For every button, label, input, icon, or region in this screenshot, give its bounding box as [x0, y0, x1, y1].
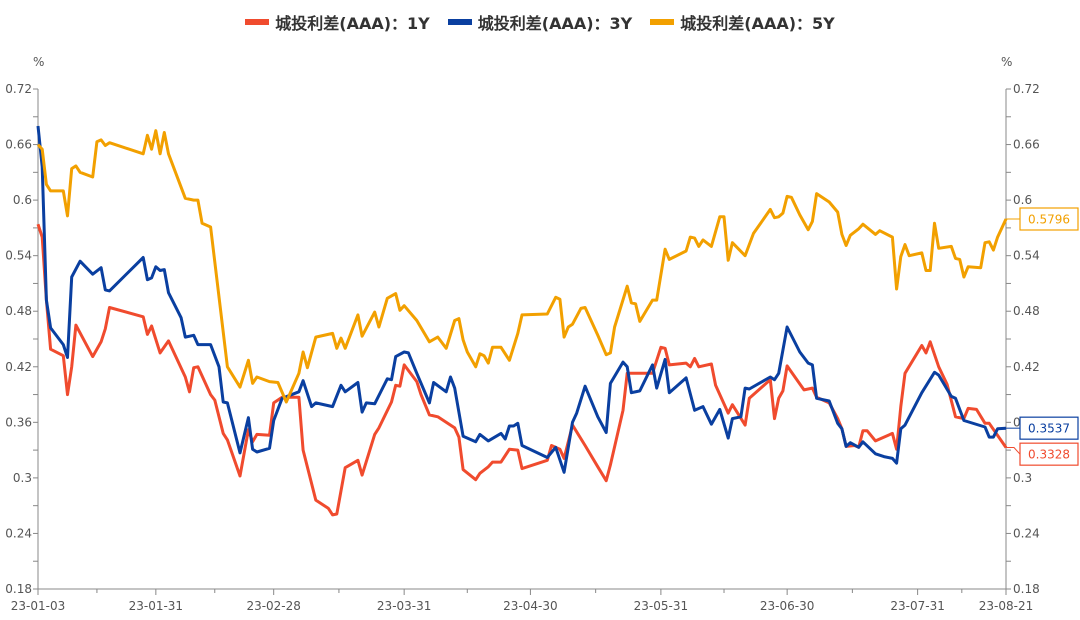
right-y-tick-label: 0.42 — [1013, 360, 1040, 374]
left-y-tick-label: 0.18 — [5, 582, 32, 596]
right-y-tick-label: 0.3 — [1013, 471, 1032, 485]
legend-label-1y: 城投利差(AAA)：1Y — [275, 14, 430, 33]
x-tick-label: 23-05-31 — [634, 599, 688, 613]
end-label-box — [1019, 416, 1079, 440]
chart-legend: 城投利差(AAA)：1Y 城投利差(AAA)：3Y 城投利差(AAA)：5Y — [0, 10, 1080, 34]
x-tick-label: 23-01-31 — [129, 599, 183, 613]
series-line-2 — [36, 125, 1007, 474]
left-y-tick-label: 0.3 — [13, 471, 32, 485]
x-tick-label: 23-07-31 — [890, 599, 944, 613]
x-tick-label: 23-08-21 — [979, 599, 1033, 613]
legend-swatch-3y — [447, 19, 472, 25]
end-value-label: 0.3328 — [1028, 448, 1070, 462]
left-y-tick-label: 0.72 — [5, 82, 32, 96]
left-y-tick-label: 0.66 — [5, 138, 32, 152]
right-y-tick-label: 0.54 — [1013, 249, 1040, 263]
left-y-tick-label: 0.42 — [5, 360, 32, 374]
end-label-box — [1019, 442, 1079, 466]
legend-swatch-5y — [650, 19, 675, 25]
right-axis-unit: % — [1001, 55, 1012, 69]
x-tick-label: 23-06-30 — [760, 599, 814, 613]
series-line-3 — [36, 129, 1008, 404]
x-tick-label: 23-04-30 — [503, 599, 557, 613]
right-y-tick-label: 0.72 — [1013, 82, 1040, 96]
legend-item-3y[interactable]: 城投利差(AAA)：3Y — [447, 10, 633, 34]
right-y-tick-label: 0.6 — [1013, 193, 1032, 207]
x-tick-label: 23-02-28 — [246, 599, 300, 613]
x-tick-label: 23-01-03 — [11, 599, 65, 613]
end-label-connector — [1006, 447, 1021, 455]
end-value-label: 0.3537 — [1028, 422, 1070, 436]
left-y-tick-label: 0.24 — [5, 526, 32, 540]
left-y-tick-label: 0.36 — [5, 415, 32, 429]
legend-label-5y: 城投利差(AAA)：5Y — [680, 14, 835, 33]
left-y-tick-label: 0.54 — [5, 249, 32, 263]
right-y-tick-label: 0.48 — [1013, 304, 1040, 318]
end-label-box — [1019, 207, 1079, 231]
left-y-tick-label: 0.48 — [5, 304, 32, 318]
left-axis-unit: % — [33, 55, 44, 69]
right-y-tick-label: 0.24 — [1013, 526, 1040, 540]
legend-item-5y[interactable]: 城投利差(AAA)：5Y — [650, 10, 835, 34]
right-y-tick-label: 0.18 — [1013, 582, 1040, 596]
legend-label-3y: 城投利差(AAA)：3Y — [477, 14, 633, 33]
right-y-tick-label: 0.66 — [1013, 138, 1040, 152]
legend-item-1y[interactable]: 城投利差(AAA)：1Y — [245, 10, 430, 34]
series-line-1 — [36, 223, 1008, 517]
x-tick-label: 23-03-31 — [377, 599, 431, 613]
end-value-label: 0.5796 — [1028, 213, 1070, 227]
left-y-tick-label: 0.6 — [13, 193, 32, 207]
legend-swatch-1y — [245, 19, 270, 25]
